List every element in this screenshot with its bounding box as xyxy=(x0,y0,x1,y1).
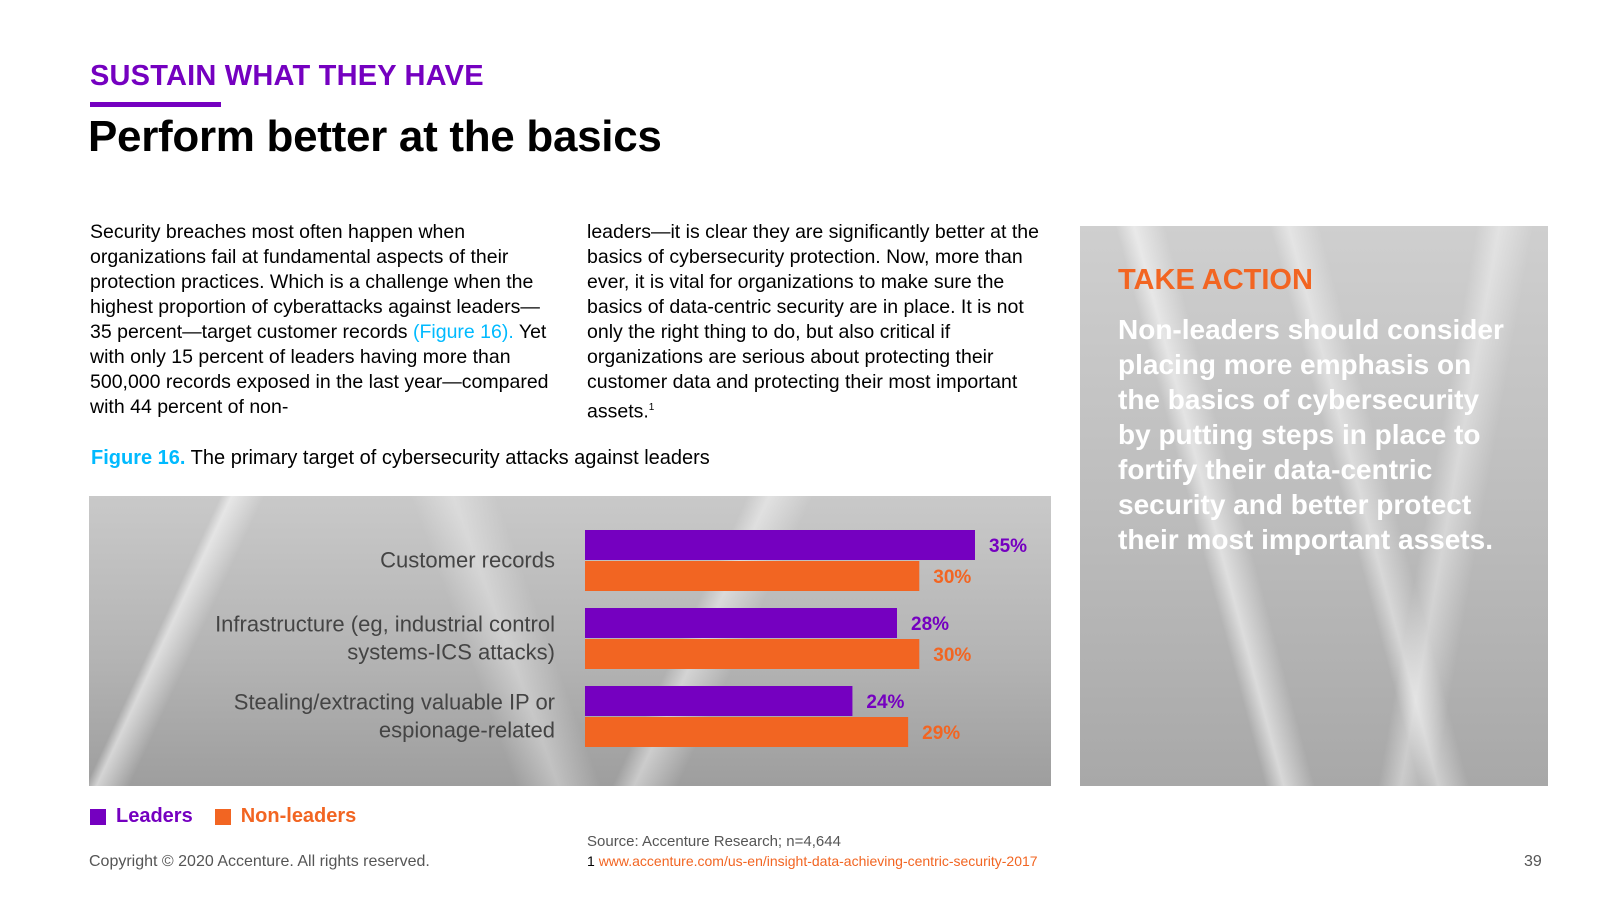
body-text: leaders—it is clear they are significant… xyxy=(587,221,1039,423)
category-label: systems-ICS attacks) xyxy=(347,640,555,665)
chart-legend: Leaders Non-leaders xyxy=(90,805,356,828)
footnote-number: 1 xyxy=(587,853,595,869)
category-label: Customer records xyxy=(380,548,555,573)
source-note: Source: Accenture Research; n=4,644 xyxy=(587,833,841,850)
bar-leaders xyxy=(585,530,975,560)
body-text: Yet with only 15 percent of leaders havi… xyxy=(90,321,549,418)
data-label: 29% xyxy=(922,723,960,744)
data-label: 30% xyxy=(933,567,971,588)
legend-label-leaders: Leaders xyxy=(116,805,193,827)
figure-caption-text: The primary target of cybersecurity atta… xyxy=(185,447,710,469)
body-column-2: leaders—it is clear they are significant… xyxy=(587,220,1052,425)
figure-label: Figure 16. xyxy=(91,447,186,469)
page-title: Perform better at the basics xyxy=(88,112,662,161)
footnote-ref: 1 xyxy=(648,402,655,413)
body-column-1: Security breaches most often happen when… xyxy=(90,220,560,420)
data-label: 28% xyxy=(911,614,949,635)
eyebrow-underline xyxy=(90,102,221,107)
figure-caption: Figure 16. The primary target of cyberse… xyxy=(91,447,710,470)
data-label: 35% xyxy=(989,536,1027,557)
chart-area: Customer records 35% 30% Infrastructure (eg… xyxy=(89,496,1051,786)
body-text: Security breaches most often happen when… xyxy=(90,221,540,343)
bar-non-leaders xyxy=(585,717,909,747)
take-action-title: TAKE ACTION xyxy=(1118,264,1313,296)
category-label: Stealing/extracting valuable IP or xyxy=(234,690,555,715)
legend-label-non-leaders: Non-leaders xyxy=(240,805,357,827)
footnote-link[interactable]: www.accenture.com/us-en/insight-data-ach… xyxy=(598,853,1038,869)
data-label: 30% xyxy=(933,645,971,666)
copyright: Copyright © 2020 Accenture. All rights r… xyxy=(89,853,430,870)
data-label: 24% xyxy=(866,692,904,713)
bar-chart: Customer records 35% 30% Infrastructure (eg… xyxy=(215,530,1027,747)
legend-item-non-leaders: Non-leaders xyxy=(214,805,357,828)
bar-leaders xyxy=(585,686,853,716)
bar-leaders xyxy=(585,608,897,638)
bar-non-leaders xyxy=(585,639,920,669)
section-eyebrow: SUSTAIN WHAT THEY HAVE xyxy=(90,60,484,92)
legend-swatch-non-leaders xyxy=(214,808,231,825)
category-label: espionage-related xyxy=(379,718,555,743)
page-number: 39 xyxy=(1524,853,1542,870)
take-action-text: Non-leaders should consider placing more… xyxy=(1118,314,1504,555)
category-label: Infrastructure (eg, industrial control xyxy=(215,612,555,637)
legend-swatch-leaders xyxy=(90,808,106,825)
figure-16-link[interactable]: (Figure 16). xyxy=(412,321,514,343)
take-action-panel: TAKE ACTION Non-leaders should consider … xyxy=(1080,226,1548,786)
bar-non-leaders xyxy=(585,561,920,591)
footnote: 1 www.accenture.com/us-en/insight-data-a… xyxy=(587,853,1038,869)
legend-item-leaders: Leaders xyxy=(90,805,193,828)
